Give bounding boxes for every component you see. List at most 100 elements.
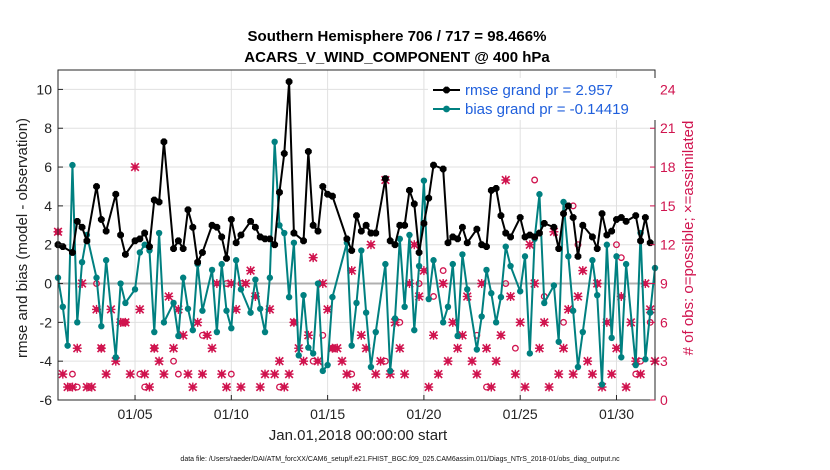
obs-possible-point	[68, 370, 76, 378]
chart-title-line2: ACARS_V_WIND_COMPONENT @ 400 hPa	[244, 49, 550, 66]
rmse-point	[189, 223, 197, 231]
rmse-point	[232, 239, 240, 247]
rmse-point	[160, 138, 168, 146]
obs-assimilated-point	[120, 317, 130, 327]
obs-assimilated-point	[568, 369, 578, 379]
x-tick-label: 01/25	[503, 406, 538, 422]
obs-assimilated-point	[154, 356, 164, 366]
rmse-point	[300, 237, 307, 245]
bias-point	[319, 367, 326, 375]
bias-point	[550, 282, 558, 289]
rmse-point	[463, 239, 471, 247]
rmse-point	[343, 235, 351, 243]
bias-line	[57, 141, 656, 385]
bias-point	[208, 266, 216, 274]
obs-assimilated-point	[534, 343, 544, 353]
bias-point	[502, 243, 509, 250]
obs-assimilated-point	[270, 369, 280, 379]
rmse-point	[540, 219, 548, 227]
bias-point	[569, 307, 577, 314]
bias-point	[300, 291, 307, 299]
bias-point	[613, 253, 620, 260]
rmse-point	[237, 231, 245, 239]
rmse-point	[574, 252, 582, 260]
bias-point	[473, 346, 481, 353]
rmse-point	[632, 212, 640, 219]
bias-point	[444, 303, 452, 311]
bias-point	[507, 262, 514, 270]
rmse-point	[564, 202, 572, 210]
obs-assimilated-point	[164, 291, 174, 301]
obs-possible-point	[511, 344, 519, 352]
rmse-point	[83, 237, 91, 245]
y-tick-label: -4	[40, 353, 53, 369]
obs-assimilated-point	[77, 279, 87, 289]
rmse-point	[420, 219, 428, 227]
rmse-point	[97, 216, 105, 223]
bias-series	[54, 138, 659, 388]
rmse-point	[280, 150, 288, 157]
bias-point	[261, 328, 269, 336]
y-tick-label: 10	[36, 81, 52, 97]
rmse-point	[170, 245, 177, 252]
bias-point	[536, 191, 543, 198]
rmse-point	[617, 214, 625, 221]
rmse-point	[454, 235, 462, 243]
rmse-point	[516, 214, 524, 221]
bias-point	[367, 363, 375, 371]
obs-assimilated-point	[149, 343, 159, 353]
obs-assimilated-point	[409, 240, 419, 250]
bias-point	[608, 334, 615, 342]
bias-point	[184, 305, 192, 312]
obs-assimilated-point	[510, 369, 520, 379]
obs-assimilated-point	[496, 330, 506, 340]
right-y-tick-label: 21	[660, 120, 676, 136]
rmse-point	[497, 212, 505, 219]
rmse-point	[194, 258, 202, 266]
y-axis-label: rmse and bias (model - observation)	[14, 118, 31, 358]
obs-possible-point	[613, 241, 620, 249]
bias-point	[459, 251, 466, 258]
obs-assimilated-point	[438, 279, 448, 289]
obs-assimilated-point	[332, 343, 342, 353]
rmse-point	[78, 223, 86, 231]
rmse-point	[93, 183, 100, 190]
obs-assimilated-point	[101, 369, 111, 379]
bias-point	[232, 257, 240, 264]
rmse-point	[483, 243, 490, 251]
rmse-point	[357, 227, 365, 235]
rmse-point	[251, 223, 259, 231]
obs-assimilated-point	[573, 291, 583, 301]
rmse-point	[179, 245, 187, 252]
obs-assimilated-point	[621, 382, 631, 392]
obs-assimilated-point	[520, 382, 530, 392]
rmse-series	[54, 78, 654, 266]
obs-assimilated-point	[491, 356, 501, 366]
rmse-point	[309, 221, 317, 229]
bias-point	[199, 307, 206, 314]
bias-point	[406, 231, 413, 239]
obs-assimilated-point	[578, 266, 588, 276]
rmse-point	[247, 218, 254, 225]
obs-assimilated-point	[611, 343, 621, 353]
rmse-point	[276, 188, 283, 196]
y-tick-label: 8	[44, 120, 52, 136]
obs-assimilated-point	[515, 317, 525, 327]
y-tick-label: 2	[44, 237, 52, 253]
right-y-tick-label: 6	[660, 314, 668, 330]
legend-box	[428, 78, 656, 120]
bias-point	[271, 138, 278, 146]
bias-point	[420, 177, 428, 184]
obs-assimilated-point	[96, 343, 106, 353]
obs-assimilated-point	[308, 253, 318, 263]
rmse-point	[603, 231, 611, 239]
rmse-point	[444, 239, 452, 247]
bias-point	[574, 363, 582, 371]
bias-point	[93, 274, 100, 281]
bias-point	[252, 276, 259, 283]
obs-possible-point	[430, 293, 437, 300]
obs-assimilated-point	[472, 369, 482, 379]
obs-assimilated-point	[424, 382, 434, 392]
obs-assimilated-point	[342, 369, 352, 379]
rmse-point	[146, 243, 153, 251]
